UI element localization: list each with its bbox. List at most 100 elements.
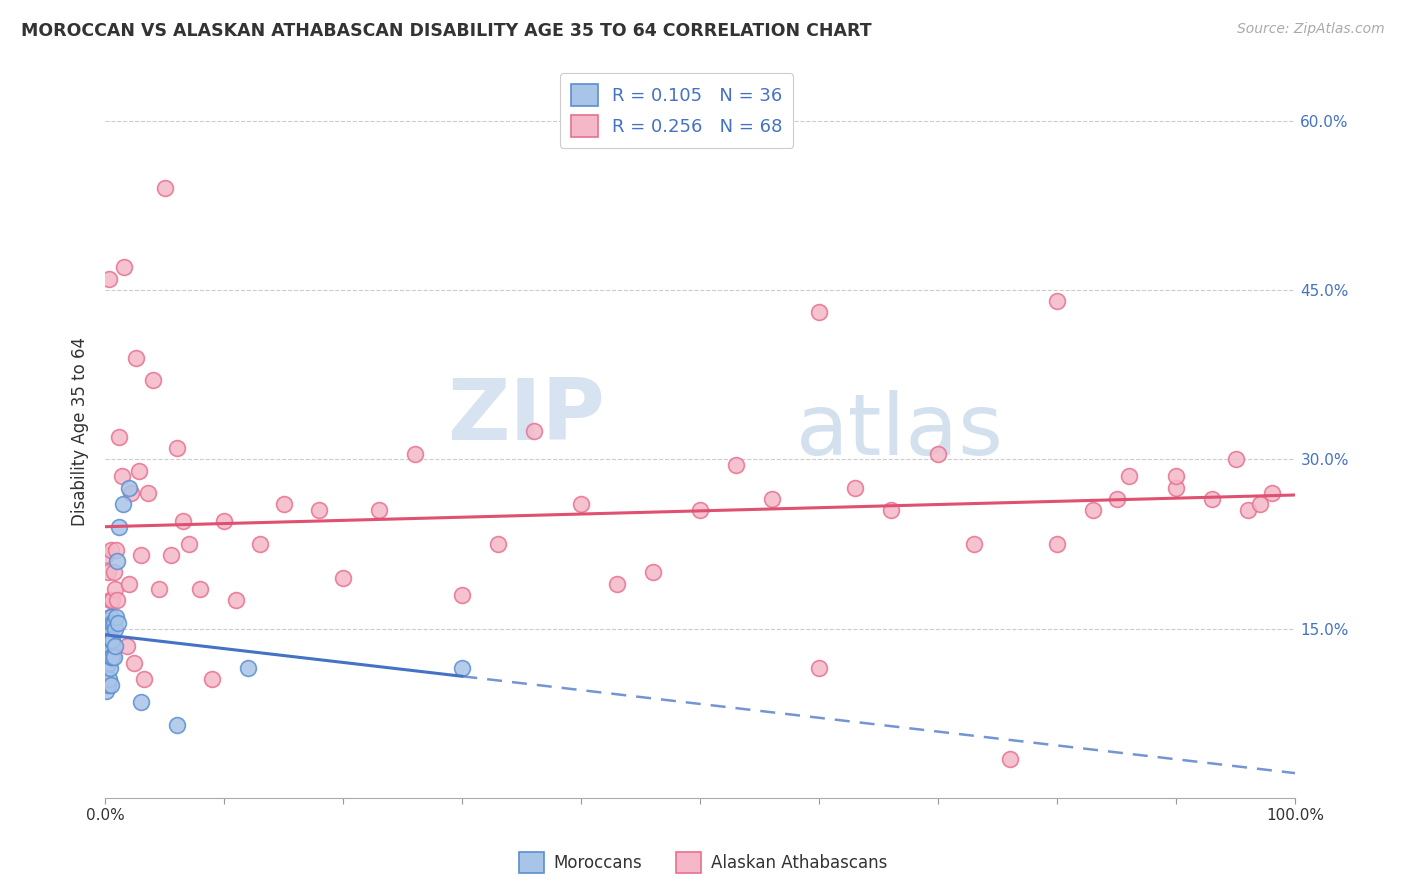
Point xyxy=(108,520,131,534)
Point xyxy=(1237,503,1260,517)
Point xyxy=(96,683,118,698)
Point xyxy=(190,582,212,596)
Point xyxy=(159,549,181,563)
Point xyxy=(96,644,118,658)
Point xyxy=(98,644,121,658)
Point xyxy=(104,582,127,596)
Point xyxy=(212,515,235,529)
Point xyxy=(523,424,546,438)
Point xyxy=(998,751,1021,765)
Point xyxy=(112,498,135,512)
Point xyxy=(104,610,127,624)
Y-axis label: Disability Age 35 to 64: Disability Age 35 to 64 xyxy=(72,336,89,525)
Point xyxy=(104,542,127,557)
Text: Source: ZipAtlas.com: Source: ZipAtlas.com xyxy=(1237,22,1385,37)
Point xyxy=(225,593,247,607)
Point xyxy=(569,498,592,512)
Point xyxy=(172,515,194,529)
Point xyxy=(100,622,122,636)
Point xyxy=(128,464,150,478)
Point xyxy=(120,486,142,500)
Point xyxy=(108,430,131,444)
Point xyxy=(134,673,156,687)
Point xyxy=(808,305,831,319)
Point xyxy=(725,458,748,472)
Legend: Moroccans, Alaskan Athabascans: Moroccans, Alaskan Athabascans xyxy=(512,846,894,880)
Point xyxy=(111,469,134,483)
Point xyxy=(97,271,120,285)
Point xyxy=(103,615,125,630)
Point xyxy=(1118,469,1140,483)
Point xyxy=(105,554,128,568)
Point xyxy=(641,565,664,579)
Point xyxy=(100,610,122,624)
Point xyxy=(136,486,159,500)
Text: ZIP: ZIP xyxy=(447,375,605,458)
Point xyxy=(148,582,170,596)
Point xyxy=(125,351,148,365)
Point xyxy=(761,491,783,506)
Point xyxy=(103,565,125,579)
Point xyxy=(166,717,188,731)
Point xyxy=(101,632,124,647)
Point xyxy=(236,661,259,675)
Point xyxy=(273,498,295,512)
Point xyxy=(963,537,986,551)
Point xyxy=(1249,498,1271,512)
Point xyxy=(97,615,120,630)
Point xyxy=(97,656,120,670)
Point xyxy=(118,576,141,591)
Point xyxy=(129,695,152,709)
Point xyxy=(1166,481,1188,495)
Point xyxy=(112,260,135,275)
Point xyxy=(1166,469,1188,483)
Point xyxy=(808,661,831,675)
Legend: R = 0.105   N = 36, R = 0.256   N = 68: R = 0.105 N = 36, R = 0.256 N = 68 xyxy=(560,73,793,148)
Point xyxy=(1201,491,1223,506)
Point xyxy=(118,481,141,495)
Point xyxy=(98,661,121,675)
Point xyxy=(332,571,354,585)
Point xyxy=(880,503,903,517)
Point xyxy=(451,661,474,675)
Point xyxy=(177,537,200,551)
Point xyxy=(606,576,628,591)
Point xyxy=(201,673,224,687)
Point xyxy=(100,632,122,647)
Text: atlas: atlas xyxy=(796,390,1004,473)
Point xyxy=(97,632,120,647)
Point xyxy=(97,565,120,579)
Point xyxy=(96,549,118,563)
Point xyxy=(451,588,474,602)
Point xyxy=(107,615,129,630)
Point xyxy=(486,537,509,551)
Point xyxy=(98,627,121,641)
Point xyxy=(844,481,866,495)
Point xyxy=(98,610,121,624)
Point xyxy=(1046,537,1069,551)
Point xyxy=(1046,294,1069,309)
Point xyxy=(927,447,949,461)
Point xyxy=(104,639,127,653)
Point xyxy=(308,503,330,517)
Point xyxy=(101,649,124,664)
Point xyxy=(115,639,138,653)
Point xyxy=(1081,503,1104,517)
Point xyxy=(97,678,120,692)
Point xyxy=(129,549,152,563)
Point xyxy=(368,503,391,517)
Point xyxy=(101,615,124,630)
Point xyxy=(97,673,120,687)
Point xyxy=(100,649,122,664)
Point xyxy=(101,593,124,607)
Point xyxy=(96,661,118,675)
Point xyxy=(689,503,711,517)
Point xyxy=(249,537,271,551)
Point xyxy=(153,181,176,195)
Point xyxy=(1260,486,1282,500)
Point xyxy=(122,656,145,670)
Point xyxy=(97,649,120,664)
Point xyxy=(98,593,121,607)
Point xyxy=(1225,452,1247,467)
Point xyxy=(97,615,120,630)
